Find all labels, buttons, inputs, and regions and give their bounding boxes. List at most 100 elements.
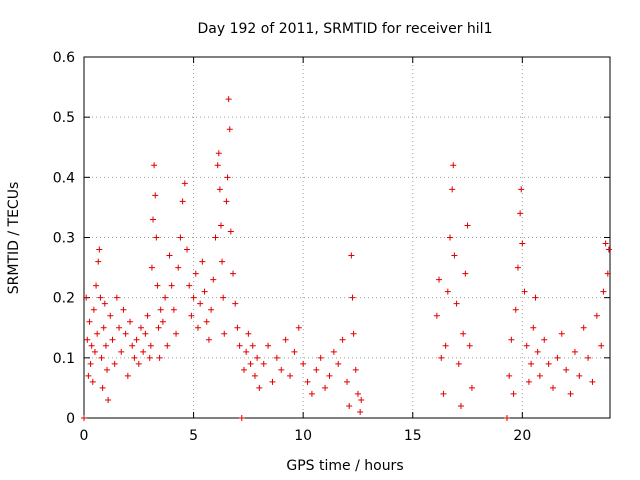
data-point [181, 180, 188, 187]
data-point [170, 306, 177, 313]
y-tick-label: 0.1 [53, 351, 75, 367]
data-point [153, 234, 160, 241]
data-point [226, 126, 233, 133]
y-axis-label: SRMTID / TECUs [6, 182, 22, 295]
data-point [344, 378, 350, 385]
data-point [300, 360, 307, 367]
data-point [127, 318, 134, 325]
data-point [571, 348, 578, 355]
data-point [521, 288, 528, 295]
x-axis-label: GPS time / hours [286, 458, 403, 474]
data-point [173, 330, 180, 337]
data-point [585, 354, 592, 361]
data-point [438, 354, 445, 361]
data-point [175, 264, 182, 271]
x-tick-label: 0 [80, 428, 89, 444]
data-point [90, 306, 97, 313]
data-point [510, 390, 517, 397]
data-point [83, 294, 90, 301]
data-point [101, 300, 108, 307]
data-point [122, 330, 129, 337]
data-point [313, 366, 320, 373]
data-point [93, 282, 100, 289]
data-point [265, 342, 272, 349]
data-point [159, 318, 166, 325]
data-point [358, 396, 365, 403]
data-point [254, 354, 261, 361]
x-tick-label: 15 [404, 428, 422, 444]
data-point [600, 288, 607, 295]
data-point [457, 402, 464, 409]
data-point [352, 366, 359, 373]
data-point [98, 354, 105, 361]
data-point [512, 306, 519, 313]
data-point [346, 402, 353, 409]
data-point [605, 246, 612, 253]
y-tick-label: 0.4 [53, 170, 75, 186]
data-point [151, 162, 158, 169]
data-point [523, 342, 530, 349]
data-point [580, 324, 587, 331]
data-point [215, 150, 222, 157]
data-point [116, 324, 123, 331]
data-point [188, 312, 195, 319]
data-point [109, 336, 116, 343]
data-point [287, 372, 294, 379]
data-point [88, 342, 95, 349]
data-point [157, 306, 164, 313]
data-point [99, 384, 106, 391]
data-point [460, 330, 467, 337]
data-point [317, 354, 324, 361]
data-point [550, 384, 557, 391]
data-point [205, 336, 212, 343]
data-point [230, 270, 237, 277]
data-point [282, 336, 289, 343]
data-point [330, 348, 337, 355]
data-point [602, 240, 609, 247]
y-tick-label: 0.3 [53, 231, 75, 247]
data-point [140, 348, 147, 355]
data-point [186, 282, 193, 289]
data-point [105, 396, 112, 403]
data-point [124, 372, 131, 379]
data-point [148, 264, 155, 271]
y-tick-label: 0.6 [53, 50, 75, 66]
x-tick-label: 20 [513, 428, 531, 444]
data-point [240, 366, 247, 373]
data-point [350, 330, 357, 337]
data-point [245, 330, 252, 337]
data-point [107, 312, 114, 319]
tick-labels: 0 0.1 0.2 0.3 0.4 0.5 0.6 0 5 10 15 20 [53, 50, 532, 444]
data-point [95, 258, 102, 265]
data-point [567, 390, 574, 397]
data-point [84, 336, 91, 343]
data-point [120, 306, 127, 313]
data-point [322, 384, 329, 391]
data-point [444, 288, 451, 295]
data-point [217, 222, 224, 229]
data-point [190, 294, 197, 301]
data-point [224, 174, 231, 181]
data-point [118, 348, 125, 355]
data-point [225, 96, 232, 103]
data-point [453, 300, 460, 307]
data-point [156, 354, 163, 361]
data-point [164, 342, 171, 349]
data-point [251, 372, 258, 379]
data-point [447, 234, 454, 241]
data-point [113, 294, 120, 301]
data-point [256, 384, 263, 391]
data-point [348, 252, 355, 259]
data-point [221, 330, 228, 337]
data-point [335, 360, 342, 367]
data-point [203, 318, 210, 325]
x-tick-label: 10 [294, 428, 312, 444]
data-point [354, 390, 361, 397]
data-point [506, 372, 513, 379]
data-point [194, 324, 201, 331]
data-point [238, 415, 245, 421]
data-point [468, 384, 475, 391]
data-point [269, 378, 276, 385]
data-point [199, 258, 206, 265]
data-point [508, 336, 515, 343]
